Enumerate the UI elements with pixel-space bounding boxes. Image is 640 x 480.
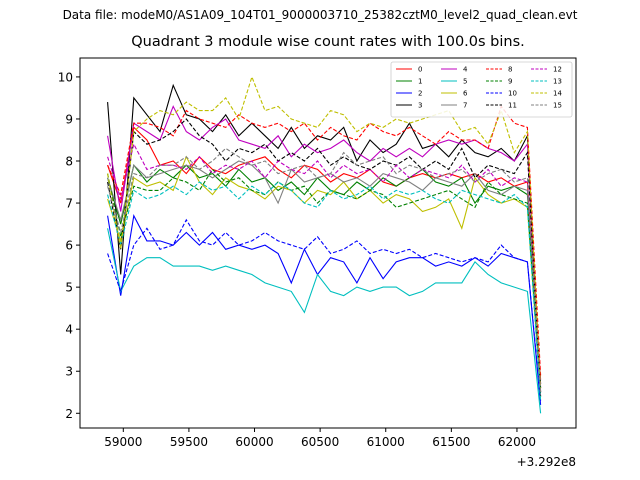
x-tick-label: 59000	[104, 435, 142, 449]
legend-label-10: 10	[508, 90, 517, 98]
legend-label-3: 3	[418, 102, 422, 110]
y-tick-label: 3	[65, 365, 73, 379]
legend-box	[390, 61, 573, 118]
y-tick-label: 5	[65, 281, 73, 295]
legend-label-0: 0	[418, 66, 422, 74]
legend-label-14: 14	[553, 90, 562, 98]
series-line-11	[107, 118, 542, 397]
x-tick-label: 59500	[170, 435, 208, 449]
x-tick-label: 61000	[367, 435, 405, 449]
x-offset-label: +3.292e8	[517, 455, 576, 469]
x-tick-label: 61500	[432, 435, 470, 449]
legend-label-8: 8	[508, 66, 512, 74]
series-lines	[107, 75, 542, 414]
legend-label-11: 11	[508, 102, 517, 110]
series-line-10	[107, 218, 542, 401]
series-line-8	[107, 105, 542, 376]
y-tick-label: 7	[65, 197, 73, 211]
y-tick-label: 2	[65, 407, 73, 421]
legend-label-12: 12	[553, 66, 562, 74]
series-line-2	[107, 213, 542, 405]
y-tick-label: 4	[65, 323, 73, 337]
series-line-12	[107, 142, 542, 384]
chart-title: Quadrant 3 module wise count rates with …	[131, 34, 525, 50]
series-line-5	[107, 228, 542, 414]
legend-label-5: 5	[463, 78, 467, 86]
y-tick-label: 8	[65, 155, 73, 169]
y-tick-label: 9	[65, 112, 73, 126]
plot-frame	[79, 57, 577, 429]
legend-label-6: 6	[463, 90, 468, 98]
legend-label-7: 7	[463, 102, 467, 110]
legend-label-15: 15	[553, 102, 562, 110]
y-tick-label: 6	[65, 239, 73, 253]
series-line-14	[107, 75, 542, 389]
series-line-15	[107, 147, 542, 393]
data-file-suptitle: Data file: modeM0/AS1A09_104T01_90000037…	[62, 8, 578, 22]
series-line-3	[107, 83, 542, 393]
y-axis: 2 3 4 5 6 7 8 9 10	[58, 70, 80, 421]
x-tick-label: 60500	[301, 435, 339, 449]
series-line-9	[107, 168, 542, 389]
x-tick-label: 62000	[498, 435, 536, 449]
series-line-4	[107, 105, 542, 389]
series-line-1	[107, 163, 542, 384]
series-line-7	[107, 160, 542, 393]
legend-label-1: 1	[418, 78, 422, 86]
legend-label-13: 13	[553, 78, 562, 86]
legend-label-2: 2	[418, 90, 422, 98]
legend-label-4: 4	[463, 66, 468, 74]
x-tick-label: 60000	[235, 435, 273, 449]
series-line-6	[107, 155, 542, 397]
x-axis: 59000 59500 60000 60500 61000 61500 62000	[104, 428, 536, 449]
series-line-13	[107, 181, 542, 401]
y-tick-label: 10	[58, 70, 73, 84]
legend-label-9: 9	[508, 78, 512, 86]
